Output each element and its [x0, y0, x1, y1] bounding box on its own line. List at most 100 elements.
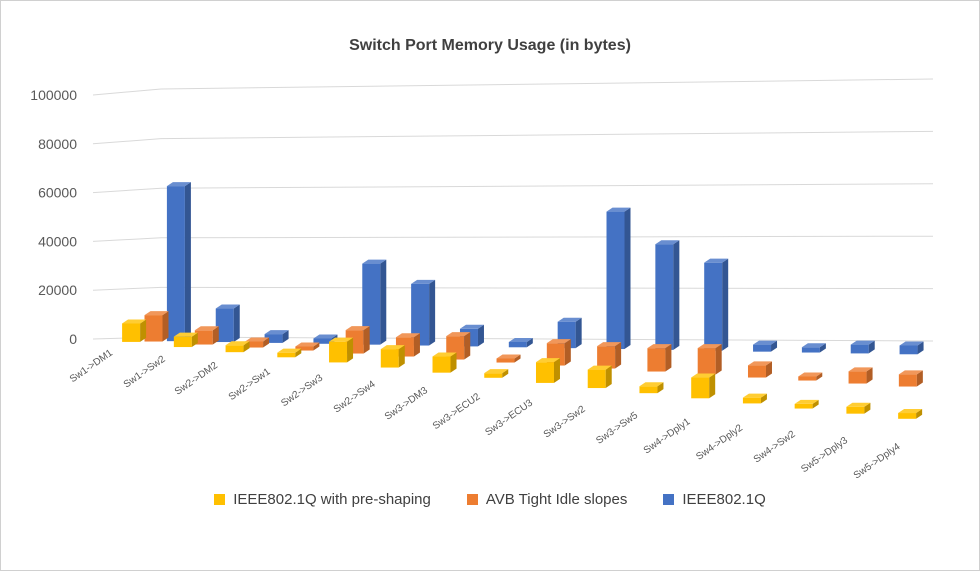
bar-avb-7 [496, 354, 521, 363]
bar-top [801, 343, 826, 348]
bar-ieee8021q-7 [508, 337, 533, 348]
bar-avb-0 [144, 311, 169, 342]
x-tick-label: Sw5->Dply3 [799, 435, 850, 475]
bar-avb-14 [848, 367, 873, 384]
bar-top [432, 352, 457, 357]
bar-front [846, 406, 865, 414]
bar-front [899, 345, 918, 355]
bar-pre-shaping-14 [846, 402, 871, 414]
bar-top [264, 330, 289, 335]
bar-top [395, 333, 420, 338]
bar-top [898, 409, 923, 414]
bar-pre-shaping-2 [225, 341, 250, 353]
bar-side [771, 340, 778, 352]
gridline-side [92, 187, 162, 194]
chart-title: Switch Port Memory Usage (in bytes) [349, 37, 631, 54]
bar-ieee8021q-13 [801, 343, 826, 353]
bar-top [459, 324, 484, 329]
bar-top [144, 311, 169, 316]
bar-top [546, 339, 571, 344]
bar-front [508, 341, 527, 348]
bar-side [313, 342, 320, 351]
bar-front [597, 346, 616, 369]
x-tick-label: Sw5->Dply4 [852, 441, 903, 481]
bar-top [899, 341, 924, 346]
bar-front [535, 362, 554, 383]
bar-top [295, 342, 320, 347]
bar-side [673, 240, 680, 350]
x-tick-label: Sw4->Dply1 [642, 416, 693, 456]
bar-pre-shaping-5 [380, 345, 405, 368]
bar-front [166, 186, 185, 342]
bar-front [647, 348, 666, 372]
x-tick-label: Sw4->Sw2 [752, 429, 798, 466]
bar-avb-15 [898, 370, 923, 387]
bar-front [898, 374, 917, 387]
bar-top [557, 317, 582, 322]
bar-front [484, 373, 503, 378]
bar-top [848, 367, 873, 372]
bar-ieee8021q-5 [411, 279, 436, 346]
y-tick-label: 100000 [30, 87, 77, 103]
bar-front [801, 347, 820, 353]
bar-top [508, 337, 533, 342]
bar-side [295, 348, 302, 358]
bar-side [347, 337, 354, 363]
bar-top [742, 393, 767, 398]
bar-pre-shaping-6 [432, 352, 457, 373]
bar-front [432, 356, 451, 373]
bar-front [655, 244, 674, 350]
x-tick-label: Sw3->ECU2 [431, 391, 483, 432]
bar-side [916, 370, 923, 387]
x-tick-label: Sw2->Sw4 [332, 379, 378, 416]
bar-avb-1 [194, 326, 219, 345]
bar-top [362, 259, 387, 264]
bar-side [715, 344, 722, 375]
bar-front [606, 211, 625, 350]
bar-top [245, 337, 270, 342]
bar-top [496, 354, 521, 359]
bar-side [363, 326, 370, 354]
bar-pre-shaping-13 [794, 399, 819, 409]
bar-front [742, 397, 761, 404]
bar-top [639, 382, 664, 387]
bar-front [122, 323, 141, 342]
bar-side [162, 311, 169, 342]
bar-side [502, 369, 509, 378]
legend-item-pre-shaping: IEEE802.1Q with pre-shaping [214, 491, 431, 508]
bar-front [753, 344, 772, 352]
legend-swatch-pre-shaping [214, 494, 226, 505]
bar-side [575, 317, 582, 349]
bar-front [225, 345, 244, 353]
x-tick-label: Sw4->Dply2 [694, 422, 745, 462]
x-tick-label: Sw3->ECU3 [483, 397, 535, 438]
bar-top [122, 319, 147, 324]
bar-avb-12 [747, 361, 772, 378]
bar-top [277, 348, 302, 353]
bar-front [277, 352, 296, 358]
bar-top [655, 240, 680, 245]
y-tick-label: 20000 [38, 282, 77, 298]
bar-ieee8021q-2 [264, 330, 289, 343]
bar-front [639, 386, 658, 394]
bar-pre-shaping-8 [535, 358, 560, 383]
bar-side [866, 367, 873, 384]
bar-top [606, 207, 631, 212]
gridline [160, 336, 934, 342]
gridline [160, 130, 934, 140]
bar-side [140, 319, 147, 342]
chart-legend: IEEE802.1Q with pre-shaping AVB Tight Id… [1, 491, 979, 508]
bar-top [215, 304, 240, 309]
bar-front [245, 341, 264, 348]
bar-side [722, 258, 729, 351]
x-tick-label: Sw2->DM2 [173, 360, 220, 398]
x-tick-label: Sw1->Sw2 [122, 354, 168, 391]
bar-top [898, 370, 923, 375]
bar-side [812, 399, 819, 409]
bar-side [657, 382, 664, 394]
bar-front [194, 330, 213, 345]
bar-top [380, 345, 405, 350]
bar-top [411, 279, 436, 284]
bar-top [794, 399, 819, 404]
